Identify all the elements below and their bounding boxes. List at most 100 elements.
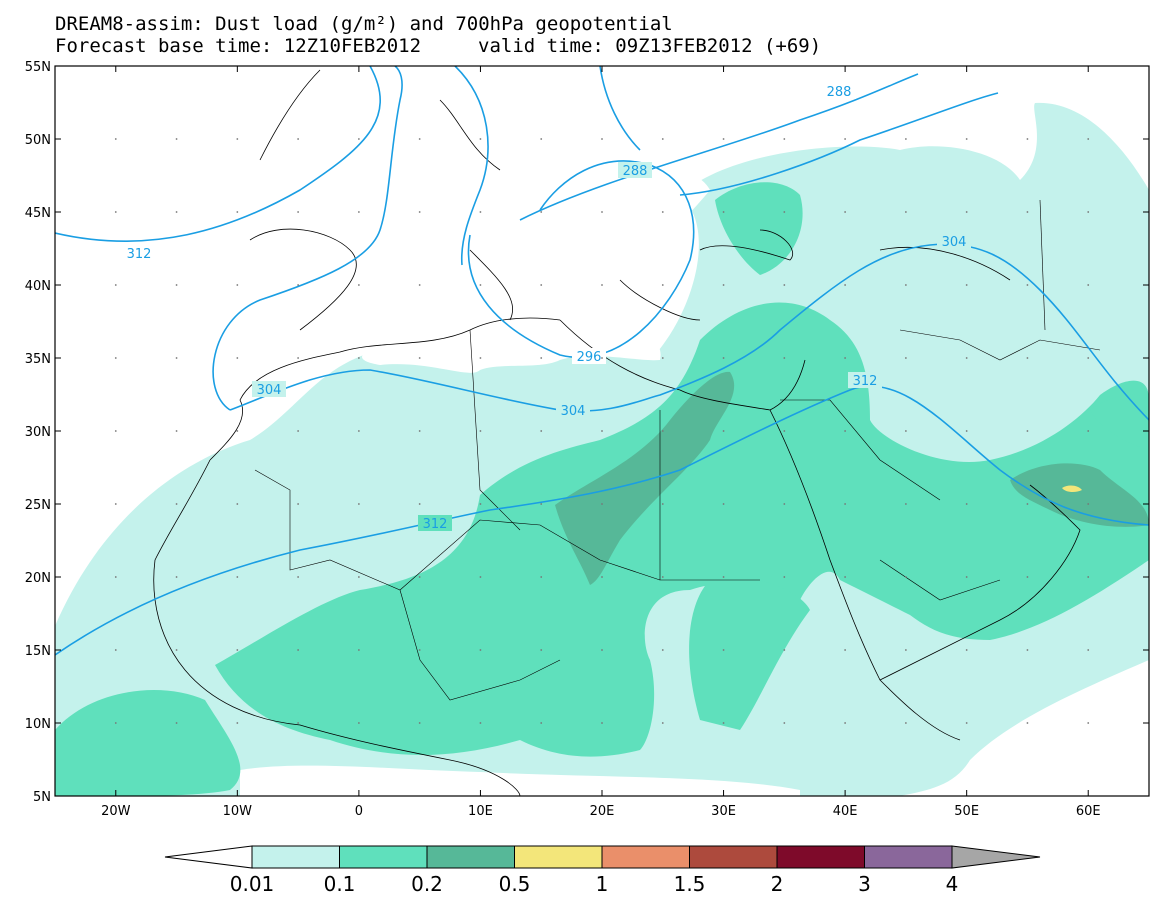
grid-dot [418,138,421,140]
grid-dot [1087,503,1090,505]
grid-dot [236,722,239,724]
lat-label: 15N [25,644,51,659]
colorbar-label: 0.01 [230,872,275,896]
grid-dot [1026,211,1029,213]
grid-dot [236,503,239,505]
grid-dot [297,430,300,432]
dust-band-0-5 [1062,485,1082,493]
dust-gap-north [470,166,710,270]
grid-dot [1087,357,1090,359]
grid-dot [904,430,907,432]
colorbar-box [689,845,778,869]
grid-dot [601,722,603,724]
grid-dot [418,576,421,578]
grid-dot [965,284,968,286]
grid-dot [904,211,907,213]
grid-dot [904,503,907,505]
grid-dot [236,430,239,432]
grid-dot [114,576,117,578]
map-area: 288 288 312 304 296 304 304 312 312 [55,66,1149,796]
grid-dot [661,503,664,505]
title-line-2: Forecast base time: 12Z10FEB2012 valid ti… [55,36,821,56]
dust-gap-mediterranean [362,319,661,373]
grid-dot [540,430,543,432]
grid-dot [904,649,907,651]
grid-dot [540,722,543,724]
grid-dot [357,138,360,140]
grid-dot [965,503,968,505]
grid-dot [661,649,664,651]
grid-dot [965,357,968,359]
grid-dot [783,138,786,140]
grid-dot [722,503,725,505]
longitude-axis: 20W 10W 0 10E 20E 30E 40E 50E 60E [101,66,1101,819]
grid-dot [1026,284,1029,286]
grid-dot [722,357,725,359]
lat-label: 35N [25,352,51,367]
grid-dot [357,430,360,432]
title-line-1: DREAM8-assim: Dust load (g/m²) and 700hP… [55,13,673,35]
lat-label: 45N [25,206,51,221]
grid-dot [175,722,178,724]
grid-dot [1087,211,1090,213]
grid-dot [722,576,725,578]
grid-dot [783,649,786,651]
lon-label: 20E [590,804,615,819]
grid-dot [965,138,968,140]
grid-dot [418,503,421,505]
grid-dot [297,284,300,286]
grid-dot [540,357,543,359]
grid-dot [297,357,300,359]
lat-label: 40N [25,279,51,294]
grid-dot [601,138,603,140]
grid-dot [601,649,603,651]
grid-dot [479,503,482,505]
lon-label: 50E [954,804,979,819]
grid-dot [1026,138,1029,140]
grid-dot [783,430,786,432]
grid-dot [479,284,482,286]
colorbar-label: 2 [771,872,784,896]
grid-dot [844,503,847,505]
grid-dot [114,722,117,724]
contour-label-288-north: 288 [827,85,852,100]
grid-dot [601,357,603,359]
grid-dot [540,138,543,140]
grid-dot [965,430,968,432]
grid-dot [904,722,907,724]
grid-dot [844,284,847,286]
colorbar-label: 0.1 [324,872,356,896]
grid-dot [1087,576,1090,578]
grid-dot [722,211,725,213]
valid-time: valid time: 09Z13FEB2012 (+69) [478,35,822,57]
contour-label-304-east: 304 [942,235,967,250]
dust-band-0-1-westafrica [55,690,241,796]
grid-dot [357,284,360,286]
lat-label: 10N [25,717,51,732]
grid-dot [965,649,968,651]
lon-label: 20W [101,804,131,819]
grid-dot [1026,430,1029,432]
grid-dot [175,649,178,651]
grid-dot [540,503,543,505]
dust-gap-gulf-guinea [240,765,800,796]
grid-dot [236,576,239,578]
grid-dot [904,576,907,578]
colorbar-min-arrow [164,845,253,869]
grid-dot [601,284,603,286]
colorbar-label: 1 [596,872,609,896]
grid-dot [236,211,239,213]
grid-dot [601,430,603,432]
colorbar-box [426,845,515,869]
lat-label: 55N [25,60,51,75]
grid-dot [357,503,360,505]
grid-dot [175,138,178,140]
colorbar-box [864,845,953,869]
coastlines [153,69,1081,796]
grid-dot [357,357,360,359]
grid-dot [783,284,786,286]
grid-dot [357,576,360,578]
grid-dot [722,430,725,432]
grid-dot [479,576,482,578]
grid-dot [661,284,664,286]
